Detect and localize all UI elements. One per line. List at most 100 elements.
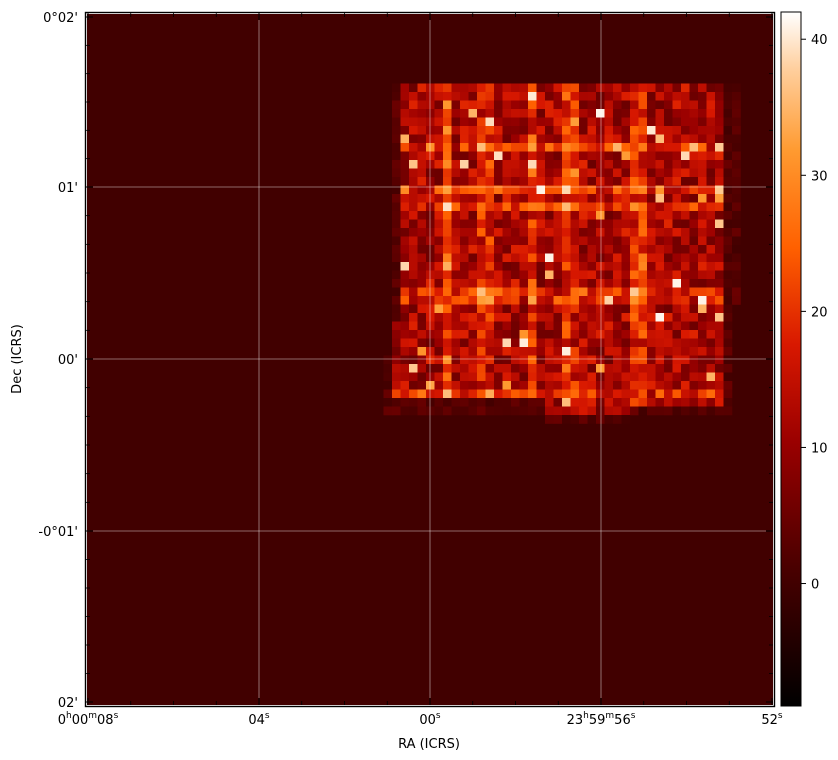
heatmap-cell — [485, 321, 495, 331]
heatmap-cell — [579, 338, 588, 348]
heatmap-cell — [723, 185, 733, 195]
heatmap-cell — [664, 83, 673, 93]
heatmap-cell — [630, 253, 639, 263]
heatmap-cell — [545, 389, 554, 399]
heatmap-cell — [502, 185, 512, 195]
heatmap-cell — [451, 262, 461, 271]
heatmap-cell — [545, 151, 554, 161]
heatmap-cell — [485, 168, 495, 178]
heatmap-cell — [502, 202, 512, 212]
heatmap-cell — [502, 253, 512, 263]
heatmap-cell — [647, 143, 656, 152]
heatmap-cell — [400, 109, 410, 118]
heatmap-cell — [596, 338, 605, 348]
y-tick-label: 02' — [58, 696, 78, 711]
heatmap-cell — [553, 151, 563, 161]
heatmap-cell — [613, 338, 622, 348]
heatmap-cell — [400, 228, 410, 237]
heatmap-cell — [468, 262, 478, 271]
heatmap-cell — [604, 355, 614, 365]
heatmap-cell — [485, 109, 495, 118]
heatmap-cell — [732, 134, 741, 144]
heatmap-cell — [468, 321, 478, 331]
heatmap-cell — [672, 296, 682, 305]
heatmap-cell — [689, 100, 699, 110]
y-tick-label: 01' — [58, 181, 78, 196]
heatmap-cell — [613, 151, 622, 161]
heatmap-cell — [519, 296, 529, 305]
heatmap-cell — [672, 126, 682, 135]
heatmap-cell — [511, 194, 520, 203]
heatmap-cell — [647, 211, 656, 220]
heatmap-cell — [732, 143, 741, 152]
heatmap-cell — [655, 185, 665, 195]
heatmap-cell — [698, 304, 707, 314]
heatmap-cell — [672, 160, 682, 169]
heatmap-cell — [451, 219, 461, 229]
heatmap-cell — [689, 262, 699, 271]
heatmap-cell — [477, 347, 486, 356]
heatmap-cell — [392, 372, 401, 382]
heatmap-cell — [417, 287, 427, 297]
y-tick-label: -0°01' — [38, 525, 78, 540]
heatmap-cell — [528, 381, 537, 390]
heatmap-cell — [689, 228, 699, 237]
heatmap-cell — [511, 355, 520, 365]
heatmap-cell — [706, 92, 716, 101]
heatmap-cell — [400, 219, 410, 229]
heatmap-cell — [681, 313, 690, 322]
heatmap-cell — [494, 398, 503, 407]
heatmap-cell — [732, 117, 741, 127]
heatmap-cell — [664, 381, 673, 390]
heatmap-cell — [706, 228, 716, 237]
heatmap-cell — [409, 338, 418, 348]
heatmap-cell — [681, 287, 690, 297]
heatmap-cell — [647, 194, 656, 203]
heatmap-cell — [409, 126, 418, 135]
heatmap-cell — [630, 372, 639, 382]
heatmap-cell — [672, 177, 682, 186]
heatmap-cell — [655, 245, 665, 254]
heatmap-cell — [494, 219, 503, 229]
heatmap-cell — [485, 253, 495, 263]
heatmap-cell — [681, 338, 690, 348]
heatmap-cell — [562, 177, 571, 186]
heatmap-cell — [638, 236, 648, 246]
heatmap-cell — [502, 160, 512, 169]
x-axis-label: RA (ICRS) — [398, 737, 460, 752]
heatmap-cell — [460, 381, 469, 390]
heatmap-cell — [596, 406, 605, 416]
heatmap-cell — [451, 83, 461, 93]
heatmap-cell — [587, 415, 597, 424]
heatmap-cell — [715, 143, 724, 152]
y-tick-label: 0°02' — [43, 11, 78, 26]
heatmap-cell — [528, 236, 537, 246]
heatmap-cell — [604, 194, 614, 203]
heatmap-cell — [604, 236, 614, 246]
heatmap-cell — [451, 279, 461, 288]
heatmap-cell — [409, 253, 418, 263]
heatmap-cell — [630, 202, 639, 212]
heatmap-cell — [392, 236, 401, 246]
heatmap-cell — [562, 372, 571, 382]
heatmap-cell — [613, 253, 622, 263]
heatmap-cell — [706, 160, 716, 169]
heatmap-cell — [596, 279, 605, 288]
heatmap-cell — [392, 143, 401, 152]
heatmap-cell — [434, 296, 444, 305]
heatmap-cell — [434, 211, 444, 220]
heatmap-cell — [494, 406, 503, 416]
heatmap-cell — [409, 236, 418, 246]
heatmap-cell — [511, 347, 520, 356]
heatmap-cell — [630, 398, 639, 407]
heatmap-cell — [468, 270, 478, 280]
heatmap-cell — [434, 372, 444, 382]
heatmap-cell — [715, 406, 724, 416]
heatmap-cell — [723, 287, 733, 297]
heatmap-cell — [545, 126, 554, 135]
heatmap-cell — [706, 304, 716, 314]
heatmap-cell — [655, 219, 665, 229]
heatmap-cell — [630, 151, 639, 161]
heatmap-cell — [604, 160, 614, 169]
heatmap-cell — [613, 398, 622, 407]
